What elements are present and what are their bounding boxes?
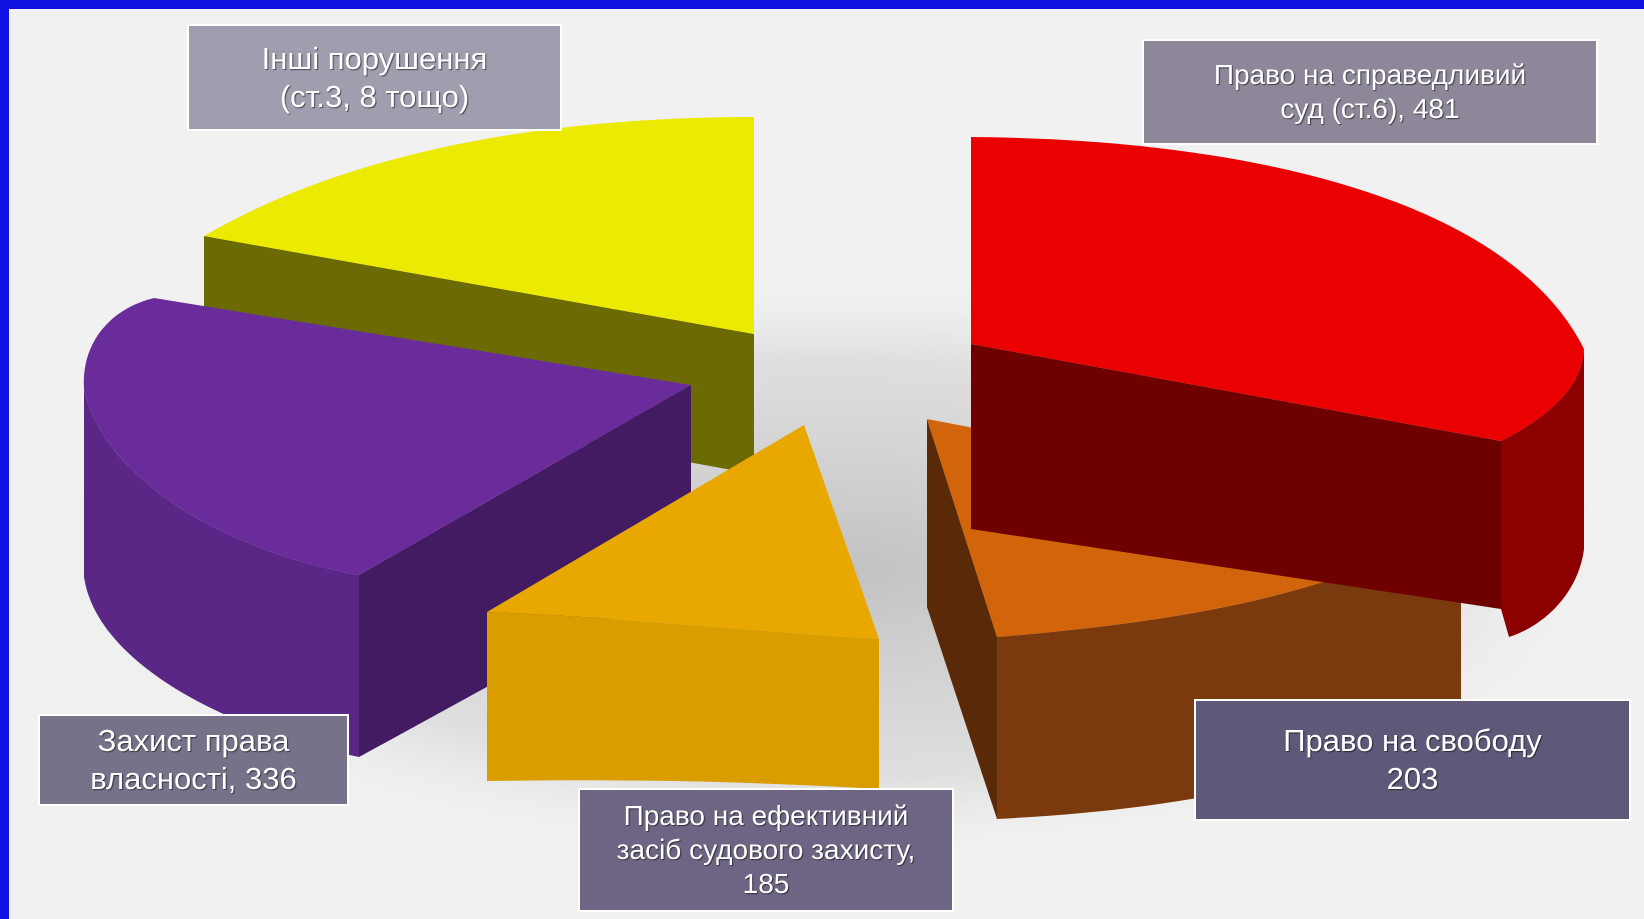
slice-fair-trial [971, 137, 1584, 637]
slice-other-top [204, 117, 754, 334]
pie-chart [19, 117, 1639, 869]
label-other-violations: Інші порушення (ст.3, 8 тощо) [187, 24, 562, 131]
slice-liberty-side-left [927, 419, 997, 819]
label-effective-remedy: Право на ефективний засіб судового захис… [578, 788, 954, 912]
slice-remedy-top [487, 425, 879, 639]
label-property: Захист права власності, 336 [38, 714, 349, 806]
slice-fair-trial-top [971, 137, 1584, 441]
label-fair-trial: Право на справедливий суд (ст.6), 481 [1142, 39, 1598, 145]
slice-property-side [84, 389, 359, 757]
slice-effective-remedy [487, 425, 879, 789]
slice-fair-trial-side-left [971, 344, 1501, 609]
slice-property [83, 298, 692, 757]
slide: Інші порушення (ст.3, 8 тощо) Право на с… [9, 9, 1644, 919]
slice-property-top [83, 298, 692, 575]
slice-property-side-inner [359, 385, 691, 757]
label-liberty: Право на свободу 203 [1194, 699, 1631, 821]
slice-remedy-side [487, 612, 879, 789]
slice-fair-trial-side [1501, 349, 1584, 637]
